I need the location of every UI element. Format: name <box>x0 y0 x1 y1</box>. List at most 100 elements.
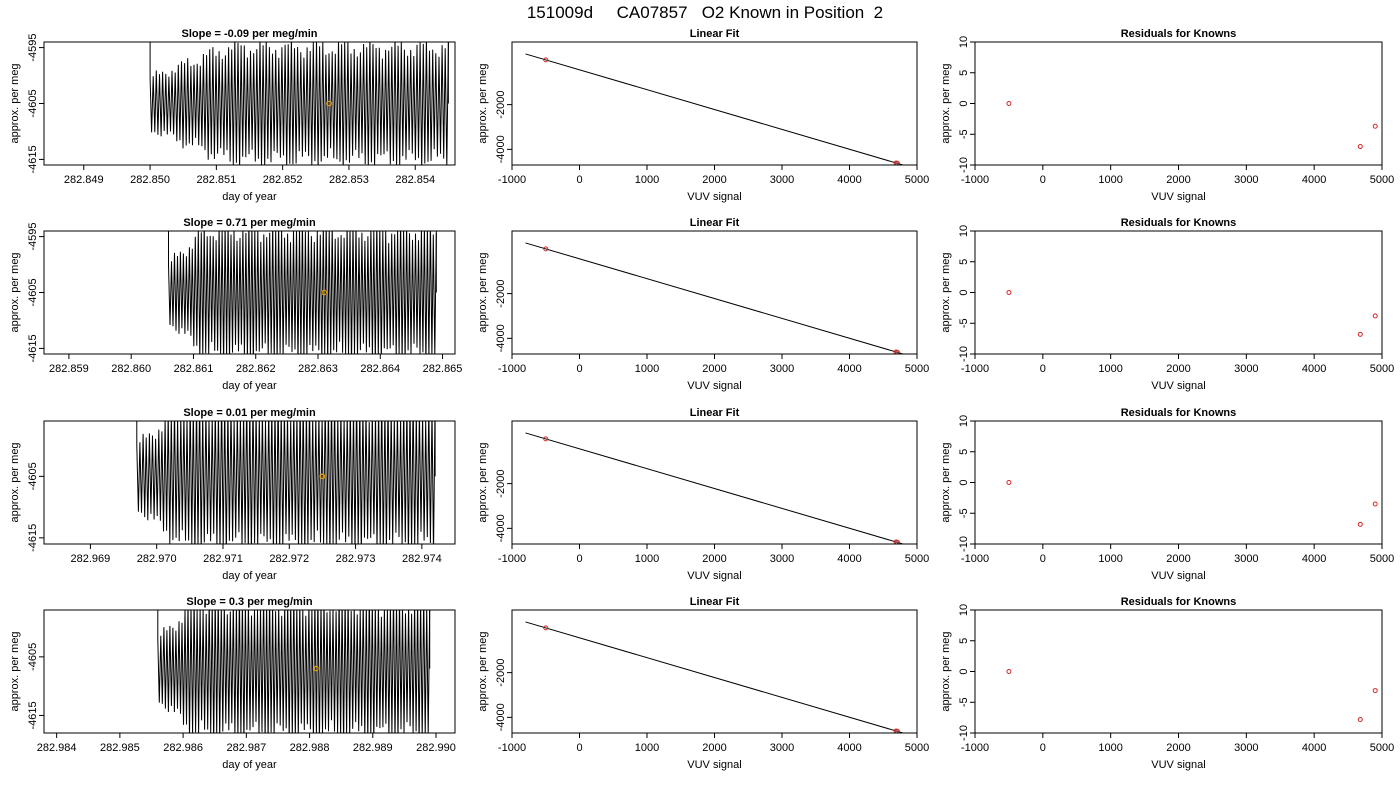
data-point <box>543 246 549 252</box>
y-tick-label: -4605 <box>27 643 39 671</box>
panel-title: Slope = -0.09 per meg/min <box>181 28 317 40</box>
x-tick-label: -1000 <box>961 363 989 375</box>
panel-title: Residuals for Knowns <box>1121 217 1237 229</box>
x-tick-label: 3000 <box>770 363 794 375</box>
x-tick-label: 282.862 <box>236 363 276 375</box>
x-tick-label: 282.971 <box>203 553 243 565</box>
x-tick-label: 1000 <box>1098 363 1122 375</box>
data-point <box>1006 290 1012 295</box>
plot-frame <box>43 41 456 166</box>
plot-area <box>525 242 912 354</box>
data-point <box>908 732 912 733</box>
marker-point <box>319 473 326 480</box>
y-axis-label: approx. per meg <box>9 63 21 143</box>
x-tick-label: 1000 <box>635 174 659 186</box>
y-tick-label: -4595 <box>27 34 39 62</box>
x-tick-label: 4000 <box>837 742 861 754</box>
x-tick-label: 4000 <box>1302 742 1326 754</box>
x-tick-label: 1000 <box>635 363 659 375</box>
marker-point <box>326 100 332 107</box>
x-tick-label: 282.852 <box>263 174 303 186</box>
plot-frame <box>43 609 456 734</box>
x-tick-label: 282.990 <box>416 742 456 754</box>
panel-title: Slope = 0.01 per meg/min <box>183 407 316 419</box>
panel-7: Slope = 0.01 per meg/min 282.969 282.970 28… <box>9 407 456 582</box>
y-tick-label: -10 <box>958 157 970 173</box>
marker-point <box>313 665 319 672</box>
x-tick-label: 1000 <box>1098 553 1122 565</box>
plot-frame <box>43 230 456 355</box>
y-tick-label: -10 <box>958 725 970 741</box>
y-tick-label: 10 <box>958 604 970 616</box>
y-tick-label: -4595 <box>27 223 39 251</box>
y-tick-label: -2000 <box>495 659 507 687</box>
y-tick-label: 0 <box>958 479 970 485</box>
y-tick-label: -4000 <box>495 135 507 163</box>
x-tick-label: 282.861 <box>174 363 214 375</box>
x-axis-label: VUV signal <box>687 759 741 771</box>
fit-line <box>525 621 905 733</box>
x-tick-label: 1000 <box>635 742 659 754</box>
x-tick-label: 282.984 <box>37 742 77 754</box>
x-tick-label: -1000 <box>498 742 526 754</box>
data-point <box>1006 480 1012 485</box>
panel-12: Residuals for Knowns -1000 0 1000 2000 3000 40… <box>940 596 1394 771</box>
data-point <box>894 349 900 354</box>
x-tick-label: -1000 <box>498 174 526 186</box>
y-tick-label: -4615 <box>27 524 39 552</box>
x-axis-label: VUV signal <box>687 570 741 582</box>
x-tick-label: 5000 <box>1370 742 1394 754</box>
y-tick-label: -5 <box>958 697 970 707</box>
x-tick-label: 3000 <box>1234 174 1258 186</box>
plot-frame <box>974 230 1383 355</box>
x-tick-label: 5000 <box>905 174 929 186</box>
data-point <box>1357 521 1363 527</box>
data-point <box>908 353 912 354</box>
panel-title: Linear Fit <box>690 596 740 608</box>
panel-5: Linear Fit -1000 0 1000 2000 3000 4000 5000 -400… <box>477 217 929 392</box>
y-axis-label: approx. per meg <box>477 442 489 522</box>
plot-area <box>525 53 912 165</box>
data-point <box>543 57 549 63</box>
x-tick-label: 0 <box>1040 363 1046 375</box>
y-tick-label: -4615 <box>27 334 39 362</box>
y-tick-label: -4000 <box>495 514 507 542</box>
x-tick-label: 1000 <box>1098 742 1122 754</box>
x-tick-label: -1000 <box>961 742 989 754</box>
y-tick-label: 5 <box>958 638 970 644</box>
x-tick-label: 282.850 <box>130 174 170 186</box>
y-tick-label: 5 <box>958 70 970 76</box>
x-tick-label: 282.863 <box>298 363 338 375</box>
panel-4: Slope = 0.71 per meg/min 282.859 282.860 28… <box>9 217 462 392</box>
y-axis-label: approx. per meg <box>477 63 489 143</box>
x-tick-label: 282.854 <box>395 174 435 186</box>
y-tick-label: -4605 <box>27 89 39 117</box>
panel-9: Residuals for Knowns -1000 0 1000 2000 3000 40… <box>940 407 1394 582</box>
x-tick-label: 2000 <box>1166 363 1190 375</box>
y-tick-label: 10 <box>958 415 970 427</box>
panel-8: Linear Fit -1000 0 1000 2000 3000 4000 5000 -400… <box>477 407 929 582</box>
panel-title: Slope = 0.3 per meg/min <box>186 596 313 608</box>
x-tick-label: 0 <box>1040 742 1046 754</box>
plot-area <box>525 621 912 733</box>
y-tick-label: 0 <box>958 668 970 674</box>
x-axis-label: VUV signal <box>1151 759 1205 771</box>
data-point <box>1357 716 1363 722</box>
y-tick-label: -4605 <box>27 462 39 490</box>
y-axis-label: approx. per meg <box>9 442 21 522</box>
x-tick-label: 3000 <box>770 174 794 186</box>
x-tick-label: 2000 <box>702 742 726 754</box>
x-tick-label: 3000 <box>1234 363 1258 375</box>
x-tick-label: 5000 <box>1370 553 1394 565</box>
plot-area <box>149 42 449 165</box>
plot-area <box>168 231 437 354</box>
x-tick-label: 282.864 <box>360 363 400 375</box>
x-tick-label: 282.851 <box>196 174 236 186</box>
y-tick-label: 10 <box>958 225 970 237</box>
data-point <box>1006 669 1012 674</box>
x-tick-label: 282.974 <box>402 553 442 565</box>
fit-line <box>525 242 905 354</box>
plot-frame <box>511 609 918 734</box>
x-tick-label: 282.865 <box>423 363 463 375</box>
plot-area <box>1006 480 1378 527</box>
